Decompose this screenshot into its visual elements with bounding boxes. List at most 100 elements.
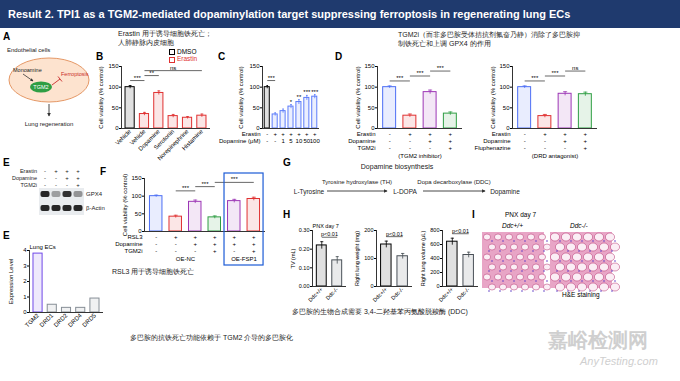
svg-text:+: +	[297, 131, 301, 137]
svg-text:Dopamine: Dopamine	[348, 138, 376, 144]
svg-text:L-DOPA: L-DOPA	[393, 188, 417, 195]
svg-text:OE-FSP1: OE-FSP1	[231, 256, 257, 262]
svg-text:*: *	[290, 99, 293, 105]
svg-text:0.00: 0.00	[299, 283, 310, 289]
svg-text:TGM2i: TGM2i	[358, 145, 376, 151]
svg-text:100: 100	[131, 193, 142, 199]
svg-text:TGM2i: TGM2i	[21, 182, 38, 188]
svg-text:0.30: 0.30	[299, 227, 310, 233]
svg-text:DRD2: DRD2	[53, 312, 69, 328]
svg-text:+: +	[54, 168, 58, 174]
svg-text:10: 10	[296, 138, 303, 144]
svg-text:200: 200	[430, 269, 439, 275]
svg-text:Dopamine: Dopamine	[12, 175, 37, 181]
svg-text:+: +	[449, 138, 453, 144]
svg-text:-: -	[564, 145, 566, 151]
svg-text:Erastin: Erastin	[492, 131, 511, 137]
svg-text:**: **	[297, 94, 302, 100]
svg-text:+: +	[281, 131, 285, 137]
svg-text:50: 50	[368, 105, 375, 111]
svg-text:Right lung weight (mg): Right lung weight (mg)	[354, 231, 360, 286]
svg-text:Monoamine: Monoamine	[13, 67, 42, 73]
svg-text:-: -	[55, 182, 57, 188]
svg-text:+: +	[428, 138, 432, 144]
svg-text:***: ***	[396, 75, 404, 81]
svg-text:***: ***	[268, 75, 276, 81]
svg-text:***: ***	[303, 89, 311, 95]
svg-text:+: +	[233, 241, 237, 247]
svg-text:100: 100	[364, 255, 373, 261]
svg-text:L-Tyrosine: L-Tyrosine	[294, 188, 325, 196]
svg-text:+: +	[76, 175, 80, 181]
svg-text:Histamine: Histamine	[181, 128, 205, 152]
svg-text:1: 1	[281, 138, 285, 144]
svg-text:p<0.01: p<0.01	[321, 231, 338, 237]
svg-text:-: -	[175, 248, 177, 254]
svg-text:***: ***	[182, 185, 190, 191]
svg-text:0: 0	[370, 283, 373, 289]
svg-text:0: 0	[23, 309, 27, 315]
svg-text:+: +	[584, 138, 588, 144]
svg-text:+: +	[252, 248, 256, 254]
svg-text:+: +	[233, 234, 237, 240]
svg-text:Ddc+/+: Ddc+/+	[371, 286, 388, 303]
svg-text:***: ***	[416, 70, 424, 76]
svg-text:200: 200	[364, 227, 373, 233]
svg-text:+: +	[584, 145, 588, 151]
svg-text:Lung ECs: Lung ECs	[30, 244, 56, 250]
svg-text:-: -	[389, 145, 391, 151]
svg-text:β-Actin: β-Actin	[86, 205, 105, 211]
svg-text:150: 150	[108, 63, 119, 69]
svg-text:DRD4: DRD4	[67, 312, 83, 328]
svg-text:Dopamine: Dopamine	[483, 138, 511, 144]
svg-text:600: 600	[430, 241, 439, 247]
svg-text:+: +	[449, 131, 453, 137]
svg-text:+: +	[252, 241, 256, 247]
svg-text:ns: ns	[170, 65, 176, 71]
svg-text:-: -	[266, 131, 268, 137]
svg-text:+: +	[408, 131, 412, 137]
svg-text:+: +	[174, 234, 178, 240]
svg-text:+: +	[584, 131, 588, 137]
svg-text:150: 150	[364, 63, 375, 69]
svg-text:Dopamine: Dopamine	[490, 188, 520, 196]
svg-text:0: 0	[436, 283, 439, 289]
svg-text:Ddc-/-: Ddc-/-	[390, 286, 405, 301]
svg-text:800: 800	[430, 227, 439, 233]
svg-text:Cell viability (% control): Cell viability (% control)	[122, 174, 128, 236]
svg-text:+: +	[563, 138, 567, 144]
svg-text:3: 3	[23, 263, 27, 269]
svg-text:+: +	[213, 241, 217, 247]
svg-text:GPX4: GPX4	[86, 191, 103, 197]
svg-text:400: 400	[430, 255, 439, 261]
svg-text:150: 150	[131, 175, 142, 181]
svg-text:Erastin: Erastin	[242, 131, 261, 137]
svg-text:0: 0	[115, 125, 119, 131]
svg-text:Ferroptosis: Ferroptosis	[61, 71, 89, 77]
svg-text:-: -	[544, 145, 546, 151]
svg-text:-: -	[233, 248, 235, 254]
svg-text:Cell viability (% control): Cell viability (% control)	[490, 66, 496, 128]
svg-text:-: -	[389, 138, 391, 144]
svg-text:+: +	[252, 234, 256, 240]
svg-text:+: +	[193, 234, 197, 240]
svg-text:-: -	[55, 175, 57, 181]
svg-text:-: -	[524, 145, 526, 151]
svg-text:Tyrosine hydroxylase (TH): Tyrosine hydroxylase (TH)	[322, 179, 392, 185]
svg-text:-: -	[409, 145, 411, 151]
svg-text:Ddc+/+: Ddc+/+	[307, 286, 324, 303]
svg-text:PNX day 7: PNX day 7	[313, 223, 339, 229]
svg-text:p<0.01: p<0.01	[452, 228, 469, 234]
svg-text:TGM2: TGM2	[24, 312, 40, 328]
svg-text:Cell viability (% control): Cell viability (% control)	[238, 66, 244, 128]
svg-text:+: +	[289, 131, 293, 137]
svg-text:0.20: 0.20	[299, 246, 310, 252]
svg-text:***: ***	[531, 75, 539, 81]
svg-text:5: 5	[289, 138, 293, 144]
svg-text:-: -	[44, 175, 46, 181]
svg-text:Cell viability (% control): Cell viability (% control)	[355, 66, 361, 128]
svg-text:-: -	[194, 248, 196, 254]
svg-text:50: 50	[135, 211, 142, 217]
svg-text:50: 50	[253, 105, 260, 111]
svg-text:Fluphenazine: Fluphenazine	[474, 145, 511, 151]
